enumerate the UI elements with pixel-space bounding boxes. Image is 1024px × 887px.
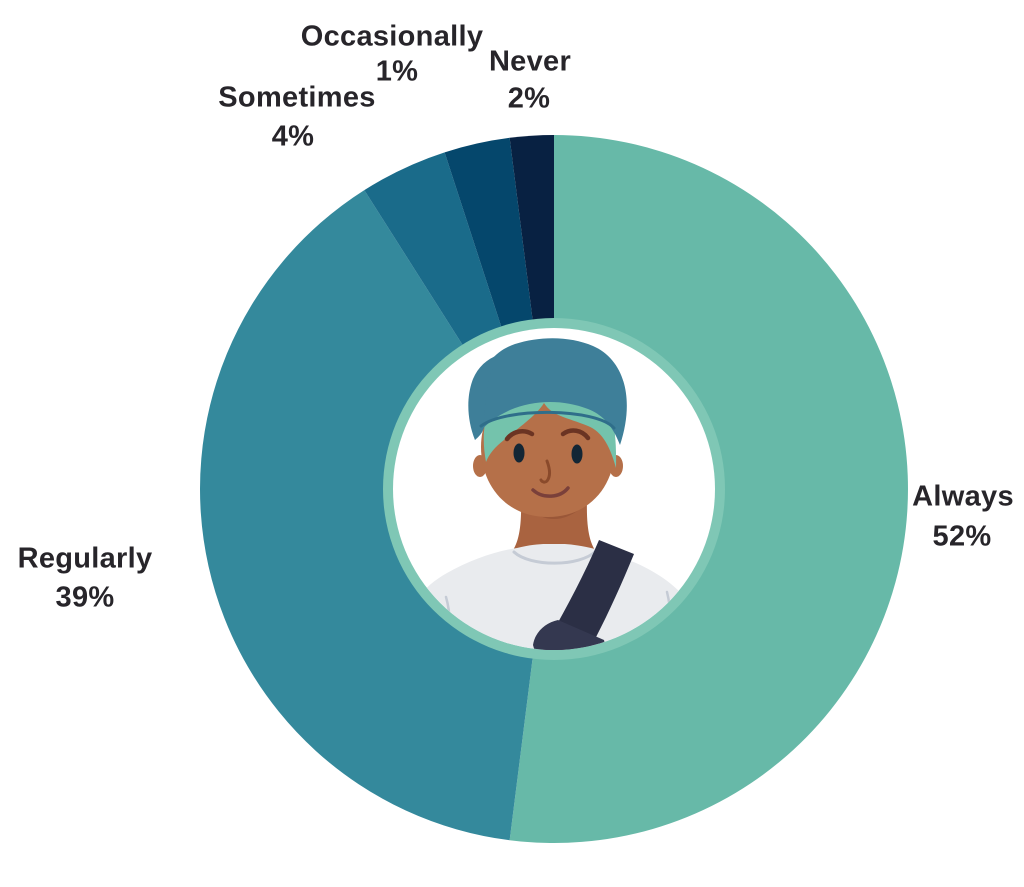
slice-label-sometimes: Sometimes [218,81,376,114]
slice-pct-never: 2% [507,82,551,115]
avatar-eye-right [571,444,583,464]
slice-label-occasionally: Occasionally [300,20,484,53]
avatar-shirt [396,544,711,650]
slice-pct-always: 52% [932,520,992,553]
avatar-collar-line [512,549,598,565]
avatar-mouth [531,486,570,498]
avatar-bag-pouch [533,620,606,650]
slice-pct-occasionally: 1% [375,55,419,88]
avatar-nose [539,459,552,484]
avatar-beanie-seam [479,410,616,430]
avatar-illustration [393,338,711,650]
slice-label-always: Always [912,480,1014,513]
avatar-eyebrow-left [504,429,535,442]
avatar-eyebrow-right [560,428,591,441]
avatar-beanie [472,338,627,445]
avatar-beanie-cuff [468,355,498,440]
slice-label-regularly: Regularly [17,542,153,575]
avatar-eye-left [513,443,525,463]
slice-pct-sometimes: 4% [271,120,315,153]
slice-label-never: Never [488,45,572,78]
slice-pct-regularly: 39% [55,581,115,614]
